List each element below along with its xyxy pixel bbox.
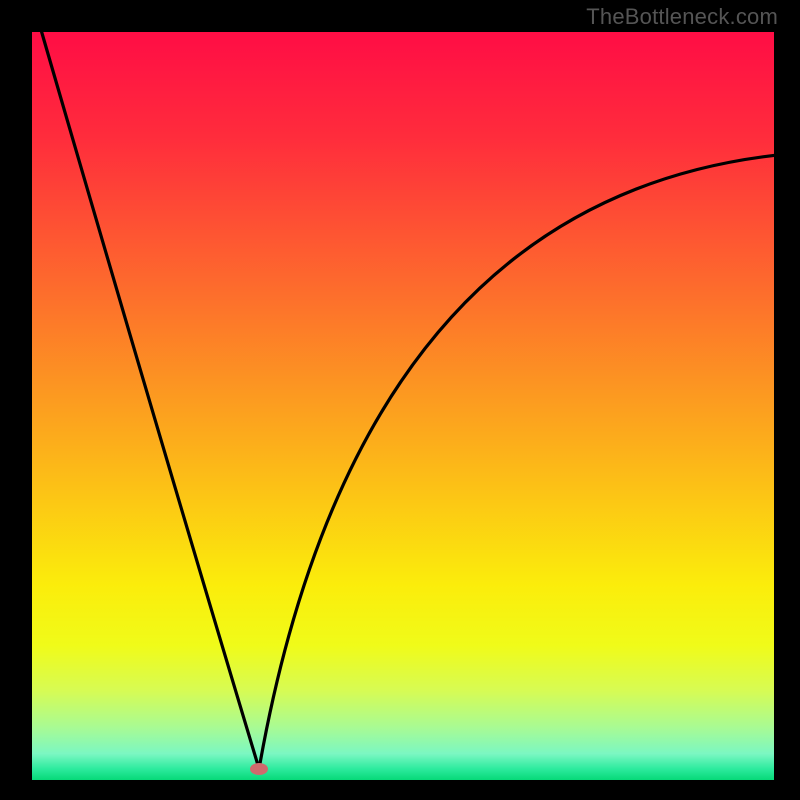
minimum-marker	[250, 763, 268, 775]
bottleneck-curve	[32, 32, 774, 780]
watermark-text: TheBottleneck.com	[586, 4, 778, 30]
chart-plot-area	[32, 32, 774, 780]
curve-left-branch	[42, 32, 259, 769]
curve-right-branch	[259, 155, 774, 768]
